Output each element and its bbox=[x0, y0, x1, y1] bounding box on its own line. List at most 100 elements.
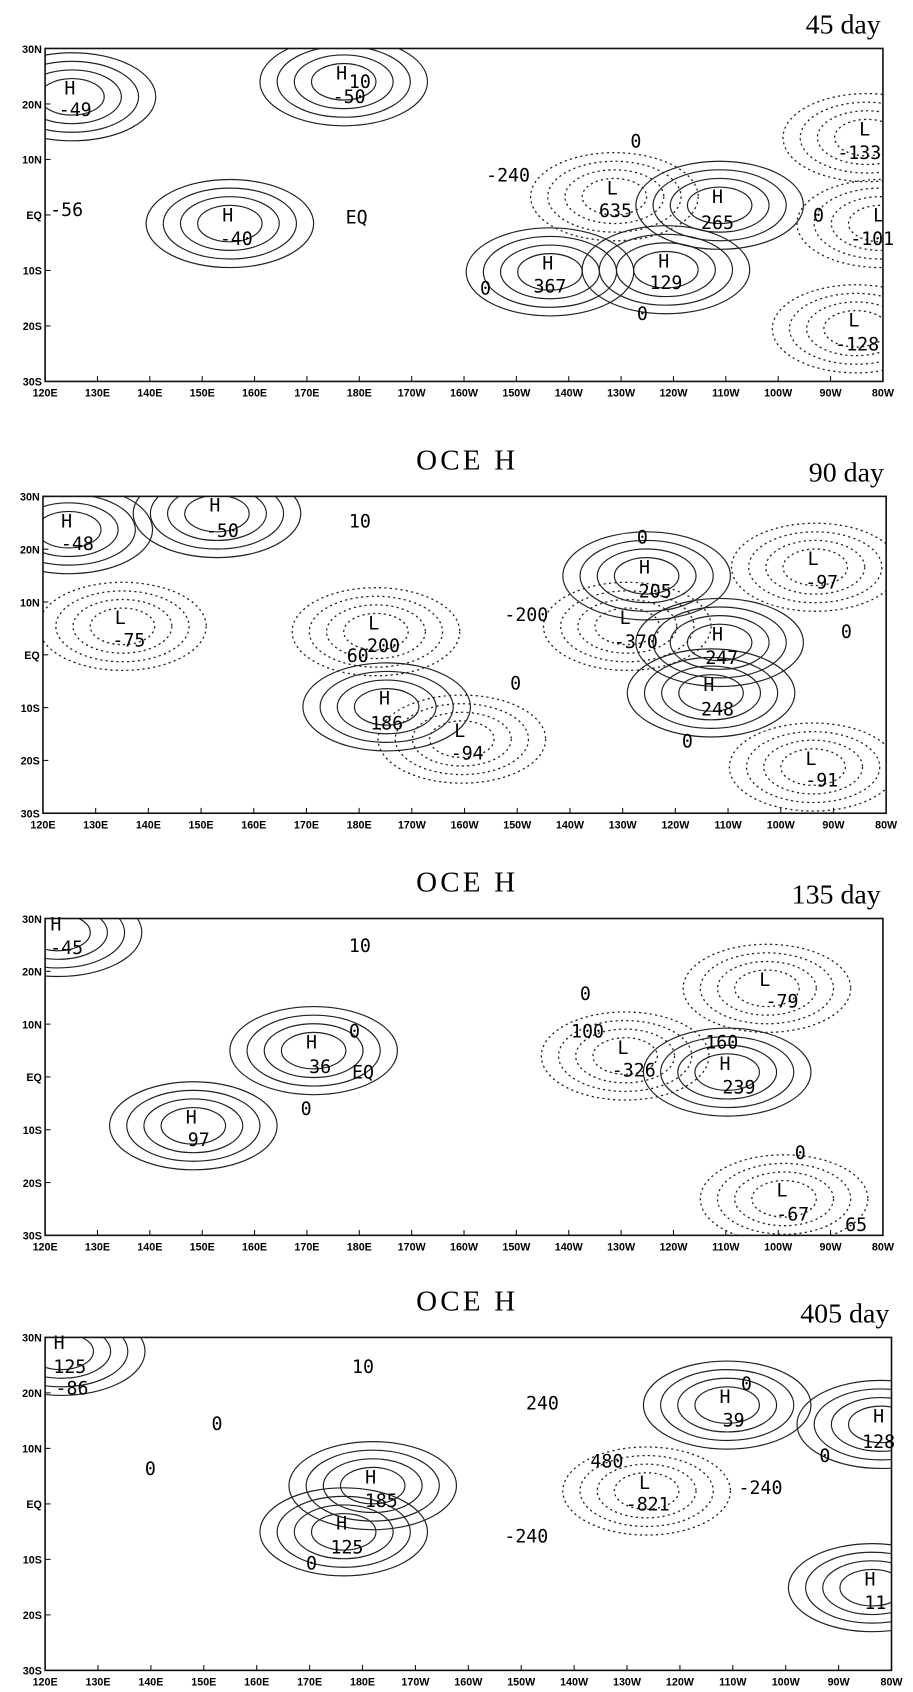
contour-line bbox=[280, 1031, 347, 1070]
contour-label: 0 bbox=[795, 1143, 806, 1164]
x-tick-label: 120E bbox=[33, 387, 58, 399]
y-tick-label: 30S bbox=[23, 377, 42, 389]
contour-line bbox=[322, 1458, 423, 1514]
x-tick-label: 180E bbox=[347, 387, 372, 399]
contour-line bbox=[633, 250, 699, 289]
contour-label: -240 bbox=[504, 1527, 548, 1548]
y-tick-label: EQ bbox=[26, 1499, 42, 1511]
contour-line bbox=[162, 187, 298, 260]
contour-label: -67 bbox=[776, 1204, 809, 1225]
x-tick-label: 150W bbox=[502, 1241, 531, 1253]
contour-line bbox=[678, 674, 744, 712]
contour-label: 0 bbox=[301, 1099, 312, 1120]
x-tick-label: 120W bbox=[659, 387, 688, 399]
contour-label: L bbox=[454, 721, 465, 742]
x-tick-label: 90W bbox=[822, 819, 845, 831]
x-tick-label: 90W bbox=[820, 1241, 843, 1253]
y-tick-label: 10N bbox=[22, 155, 42, 167]
contour-line bbox=[302, 662, 472, 752]
contour-label: 0 bbox=[145, 1459, 156, 1480]
panel: OCE H 405 day 120E 130E 140E 150E 160E 170E 180E… bbox=[22, 1286, 903, 1689]
contour-line bbox=[763, 739, 864, 795]
contour-line bbox=[677, 1377, 778, 1433]
contour-label: 247 bbox=[705, 648, 738, 669]
x-tick-label: 160W bbox=[450, 1241, 479, 1253]
contour-line bbox=[339, 1466, 406, 1505]
x-tick-label: 80W bbox=[872, 1241, 895, 1253]
y-tick-label: 30S bbox=[21, 809, 40, 821]
contour-line bbox=[728, 722, 887, 812]
x-tick-label: 130W bbox=[609, 819, 638, 831]
x-tick-label: 80W bbox=[872, 387, 895, 399]
x-tick-label: 120E bbox=[33, 1241, 58, 1253]
panel-day: 45 day bbox=[806, 9, 881, 40]
contour-line bbox=[288, 1441, 458, 1531]
contour-line bbox=[319, 670, 454, 743]
contour-label: L bbox=[368, 614, 379, 635]
contour-line bbox=[166, 496, 267, 541]
x-tick-label: 170E bbox=[294, 1241, 319, 1253]
y-tick-label: 20N bbox=[22, 1388, 42, 1400]
contour-line bbox=[45, 918, 126, 969]
contour-label: L bbox=[776, 1181, 787, 1202]
contour-label: H bbox=[186, 1108, 197, 1129]
contour-line bbox=[577, 598, 678, 654]
contour-label: -133 bbox=[837, 143, 881, 164]
contour-label: 60 bbox=[347, 646, 369, 667]
contour-line bbox=[291, 587, 461, 677]
y-tick-label: 10S bbox=[23, 1125, 42, 1137]
contour-line bbox=[669, 615, 770, 670]
y-tick-label: 20N bbox=[22, 967, 42, 979]
x-tick-label: 90W bbox=[828, 1676, 851, 1688]
contour-label: -50 bbox=[206, 521, 239, 542]
contour-label: H bbox=[865, 1570, 876, 1591]
contour-label: L bbox=[607, 179, 618, 200]
contour-label: H bbox=[61, 512, 72, 533]
contour-label: 10 bbox=[349, 512, 371, 533]
contour-line bbox=[699, 1154, 869, 1236]
contour-line bbox=[160, 1106, 227, 1145]
contour-line bbox=[72, 598, 173, 654]
contour-label: H bbox=[54, 1333, 65, 1354]
y-tick-label: EQ bbox=[24, 650, 40, 662]
contour-label: 125 bbox=[330, 1537, 363, 1558]
contour-label: H bbox=[336, 1514, 347, 1535]
contour-line bbox=[642, 1027, 812, 1117]
contour-line bbox=[343, 612, 409, 651]
contour-line bbox=[45, 918, 91, 952]
y-tick-label: 20S bbox=[23, 321, 42, 333]
contour-label: L bbox=[639, 1473, 650, 1494]
contour-label: H bbox=[720, 1054, 731, 1075]
contour-label: L bbox=[859, 119, 870, 140]
contour-line bbox=[42, 496, 136, 566]
contour-label: -240 bbox=[486, 166, 530, 187]
contour-label: 0 bbox=[682, 732, 693, 753]
contour-label: -56 bbox=[50, 200, 83, 221]
x-tick-label: 150W bbox=[503, 819, 532, 831]
x-tick-label: 160E bbox=[244, 1676, 269, 1688]
panel-day: 135 day bbox=[792, 879, 881, 910]
contour-line bbox=[847, 1405, 892, 1444]
x-tick-label: 110W bbox=[719, 1676, 747, 1688]
contour-line bbox=[305, 1449, 440, 1522]
contour-label: H bbox=[712, 624, 723, 645]
contour-line bbox=[42, 502, 119, 558]
x-tick-label: 110W bbox=[714, 819, 742, 831]
contour-label: H bbox=[873, 1406, 884, 1427]
contour-line bbox=[229, 1005, 399, 1096]
contour-label: H bbox=[64, 79, 75, 100]
x-tick-label: 140W bbox=[556, 819, 585, 831]
contour-line bbox=[55, 590, 190, 663]
contour-line bbox=[796, 178, 883, 269]
contour-line bbox=[751, 1179, 817, 1218]
panel-day: 405 day bbox=[800, 1298, 889, 1329]
contour-line bbox=[615, 242, 716, 298]
contour-line bbox=[42, 496, 154, 575]
panel-frame bbox=[42, 495, 887, 815]
contour-line bbox=[45, 1337, 129, 1388]
y-tick-label: 10S bbox=[23, 266, 42, 278]
contour-line bbox=[45, 918, 143, 978]
contour-label: 36 bbox=[309, 1057, 331, 1078]
contour-line bbox=[143, 1098, 244, 1154]
contour-line bbox=[682, 943, 852, 1034]
